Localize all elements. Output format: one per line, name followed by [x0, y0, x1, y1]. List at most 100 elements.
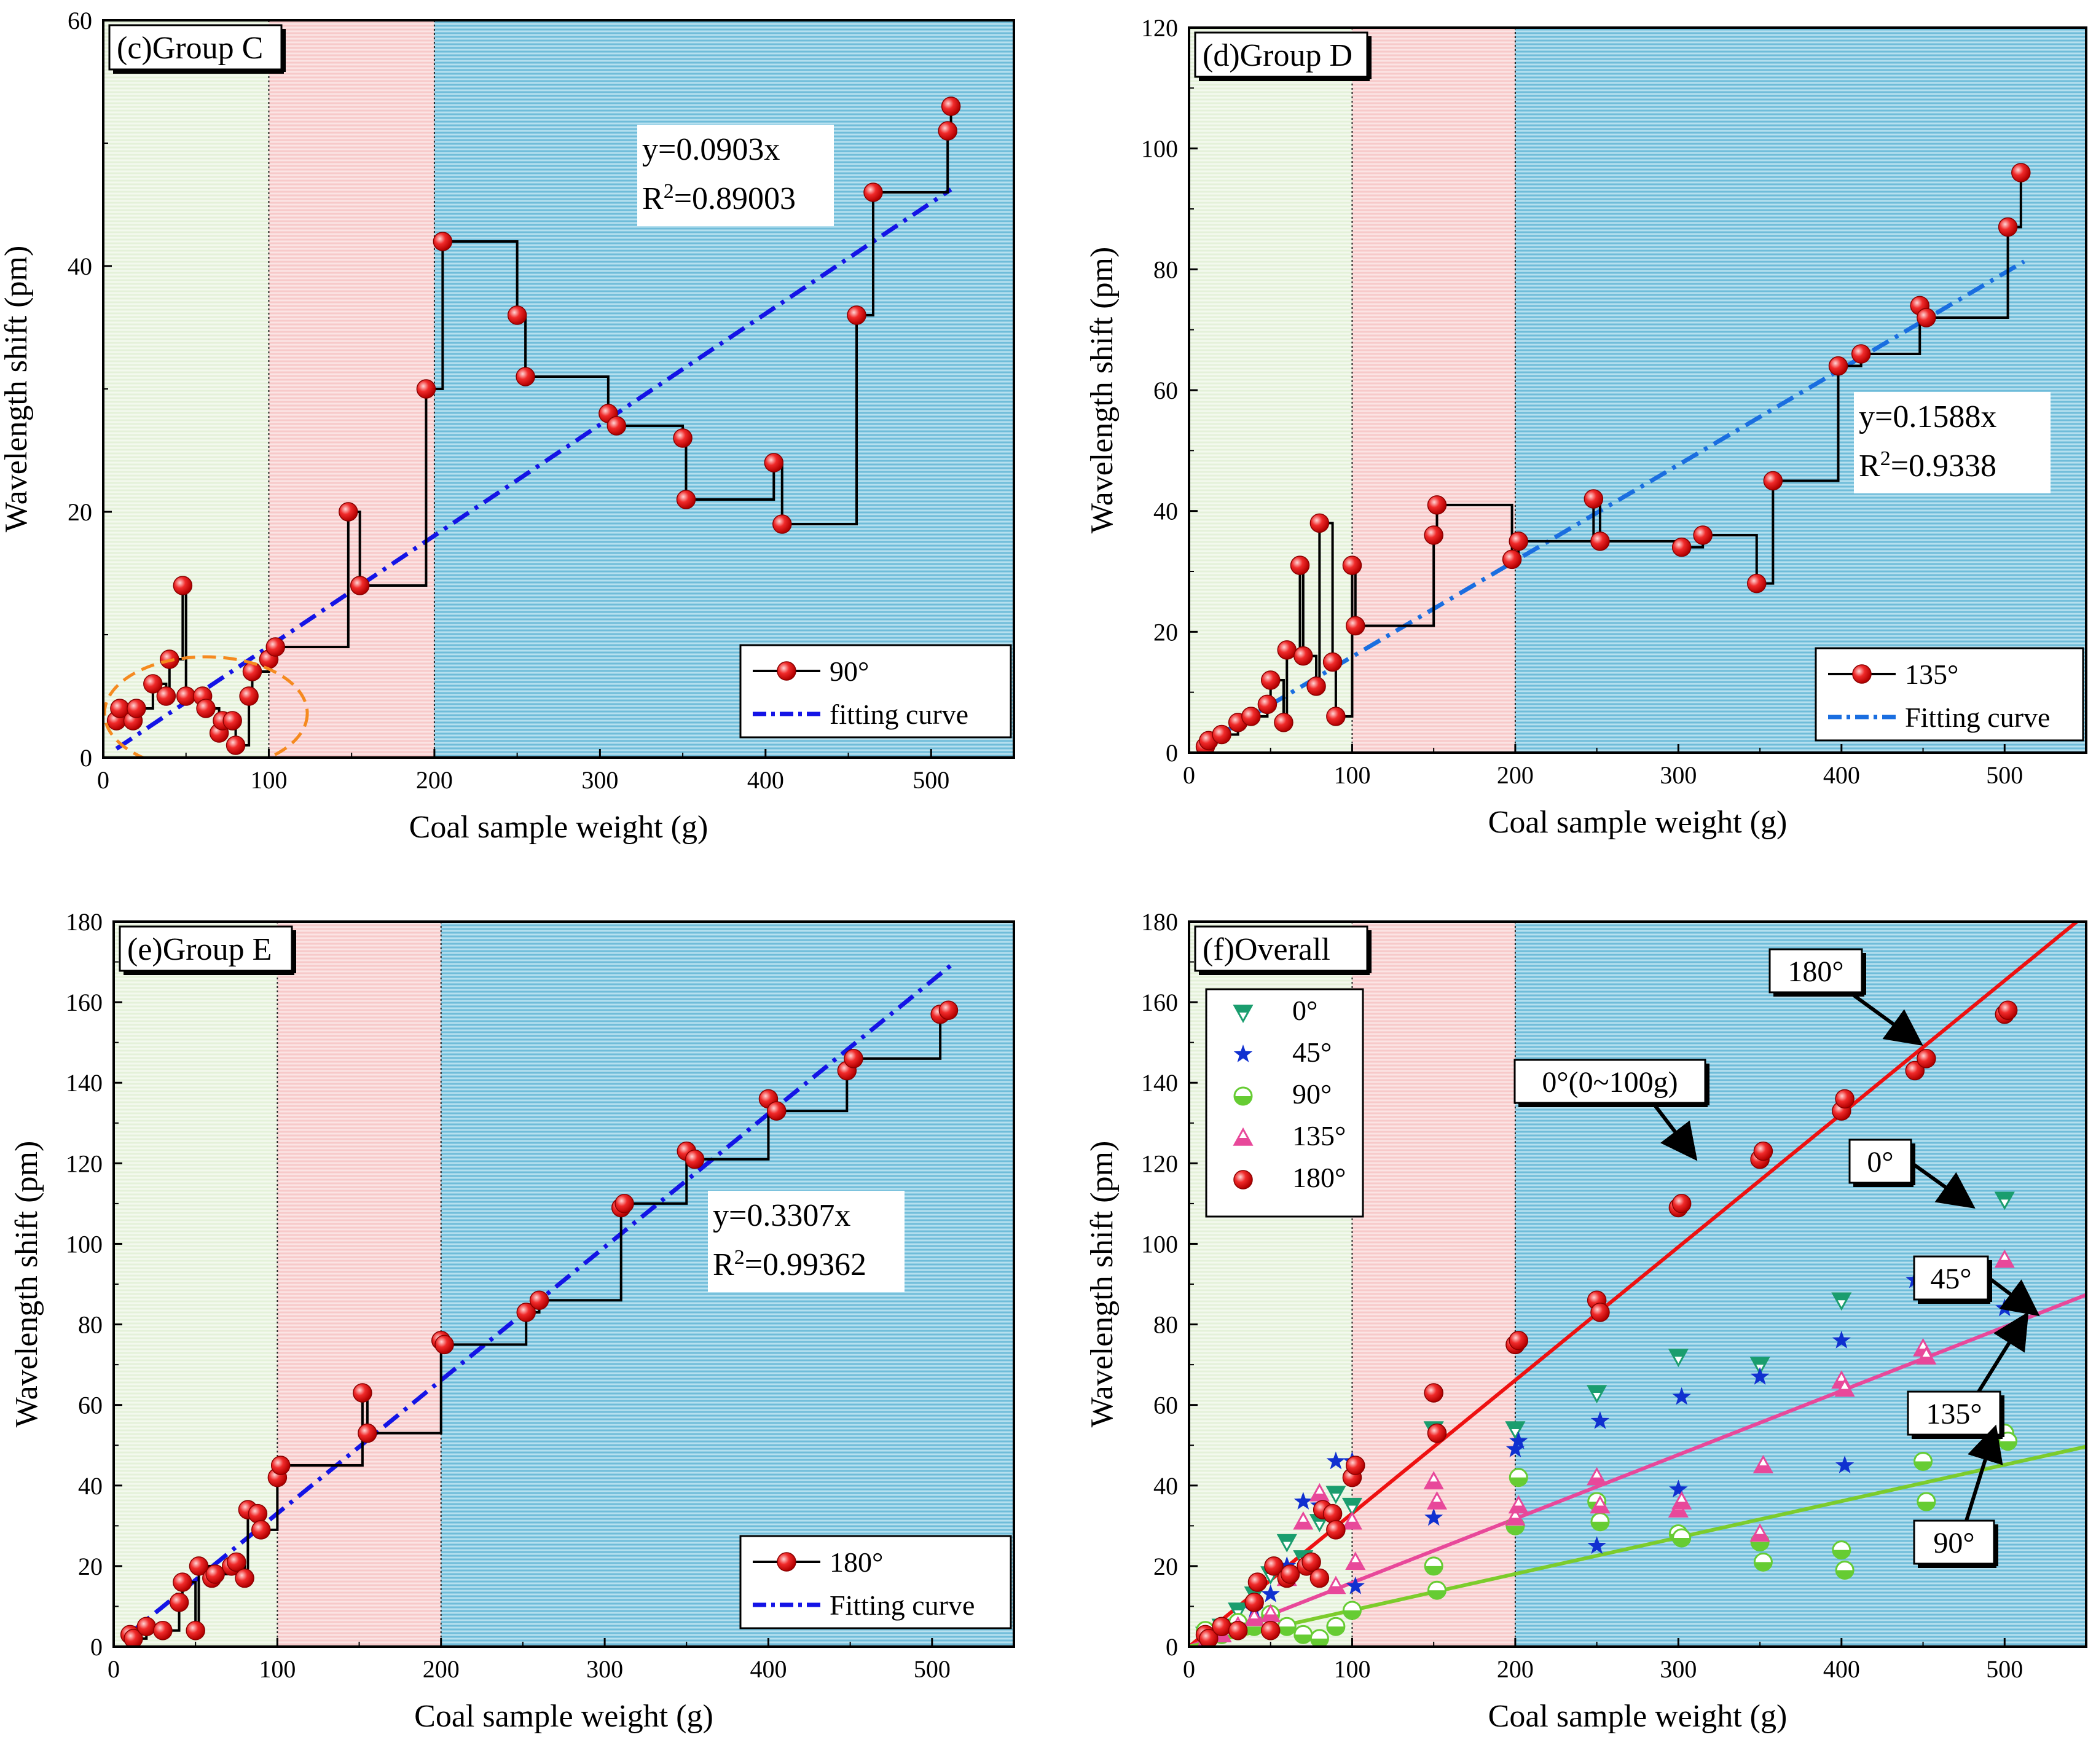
data-point — [1590, 1303, 1610, 1322]
y-tick-label: 0 — [90, 1633, 103, 1661]
y-tick-label: 60 — [1153, 1392, 1178, 1419]
data-point — [614, 1194, 634, 1213]
marker-fill — [1506, 1518, 1524, 1525]
data-point — [1587, 1467, 1607, 1486]
marker-fill — [1346, 1562, 1364, 1569]
legend-label: Fitting curve — [830, 1590, 975, 1621]
data-point — [847, 305, 866, 325]
panel-overall: 0 100 200 300 400 500 0 20 40 60 80 100 120 140 160 180… — [1085, 908, 2087, 1734]
x-tick-label: 300 — [586, 1655, 623, 1683]
legend-box — [739, 1535, 1012, 1629]
data-point — [226, 735, 246, 755]
marker-fill — [1425, 1481, 1443, 1489]
y-tick-label: 80 — [78, 1311, 103, 1339]
data-point — [1293, 1511, 1314, 1530]
data-point — [1502, 549, 1522, 570]
marker-fill — [1751, 1542, 1769, 1551]
plot-area — [1195, 163, 2031, 753]
x-tick-label: 200 — [423, 1655, 460, 1683]
data-point — [1505, 1421, 1526, 1440]
y-tick-label: 0 — [1166, 739, 1178, 767]
y-tick-label: 60 — [68, 7, 92, 34]
marker-fill — [1996, 1193, 2014, 1200]
data-point — [1753, 1454, 1773, 1473]
data-point — [1247, 1572, 1268, 1592]
data-point — [1834, 1378, 1855, 1397]
background-region-0 — [114, 922, 278, 1647]
data-point — [1346, 1576, 1365, 1594]
data-point — [1322, 1503, 1343, 1524]
legend-label: 0° — [1292, 995, 1317, 1026]
legend-box — [1205, 988, 1364, 1218]
marker-fill — [1999, 1441, 2017, 1450]
plot-area — [120, 963, 959, 1647]
callout-box — [1768, 948, 1863, 994]
background-region-2 — [1515, 28, 2086, 753]
x-tick-label: 100 — [259, 1655, 296, 1683]
data-point — [1306, 676, 1326, 696]
data-point — [1280, 1564, 1300, 1584]
data-point — [1671, 1491, 1692, 1510]
data-point — [1835, 1560, 1855, 1580]
x-tick-label: 500 — [1986, 761, 2023, 789]
data-point — [1509, 1431, 1528, 1449]
x-tick-label: 200 — [1497, 761, 1534, 789]
y-tick-label: 80 — [1153, 1311, 1178, 1339]
y-tick-label: 100 — [1141, 1230, 1178, 1258]
data-point — [516, 1303, 536, 1322]
data-point — [1233, 1086, 1253, 1106]
y-tick-label: 40 — [78, 1472, 103, 1500]
data-point — [1424, 1556, 1443, 1576]
data-point — [1851, 344, 1871, 364]
data-point — [1290, 555, 1310, 575]
fit-line-90deg — [1189, 1445, 2086, 1647]
data-point — [1346, 616, 1365, 636]
y-tick-label: 20 — [1153, 618, 1178, 646]
marker-fill — [1262, 1614, 1279, 1621]
panel-label-box — [119, 925, 293, 972]
data-point — [1763, 471, 1783, 491]
x-axis-title: Coal sample weight (g) — [1488, 805, 1788, 840]
marker-fill — [1670, 1349, 1687, 1357]
marker-fill — [1591, 1505, 1609, 1513]
data-point — [1346, 1456, 1365, 1475]
x-tick-label: 500 — [914, 1655, 951, 1683]
data-point — [1835, 1089, 1855, 1109]
callout-arrow — [1904, 1156, 1976, 1209]
x-tick-label: 400 — [750, 1655, 787, 1683]
highlight-ellipse — [103, 655, 309, 758]
data-point — [1345, 1551, 1366, 1570]
data-point — [222, 711, 242, 731]
data-point — [1244, 1593, 1264, 1612]
data-point — [433, 232, 453, 251]
y-tick-label: 180 — [1141, 908, 1178, 936]
y-tick-label: 160 — [66, 989, 103, 1016]
data-point — [1228, 1602, 1249, 1621]
data-point — [176, 686, 196, 706]
data-point — [1309, 1483, 1330, 1502]
data-point — [1424, 1508, 1443, 1526]
x-tick-label: 100 — [1333, 761, 1370, 789]
data-point — [1590, 1495, 1611, 1514]
data-point — [1233, 1045, 1253, 1062]
data-point — [124, 1629, 143, 1647]
callout-arrow — [1965, 1424, 2003, 1521]
data-point — [676, 490, 696, 509]
data-point — [1309, 513, 1330, 533]
data-point — [1994, 1249, 2015, 1268]
marker-fill — [1234, 1005, 1252, 1013]
data-point — [1587, 1385, 1607, 1404]
marker-fill — [1506, 1526, 1524, 1535]
data-point — [416, 379, 436, 399]
data-point — [434, 1335, 454, 1355]
data-point — [1509, 1468, 1528, 1488]
data-point — [265, 637, 285, 657]
x-tick-label: 300 — [1660, 1655, 1697, 1683]
equation-text: y=0.3307x — [713, 1198, 850, 1233]
legend-label: 180° — [830, 1546, 883, 1578]
data-point — [1998, 1000, 2018, 1020]
data-point — [1341, 1497, 1362, 1516]
r-squared-text: R2=0.89003 — [642, 180, 796, 217]
marker-fill — [1836, 1570, 1854, 1579]
background-region-1 — [1352, 922, 1515, 1647]
